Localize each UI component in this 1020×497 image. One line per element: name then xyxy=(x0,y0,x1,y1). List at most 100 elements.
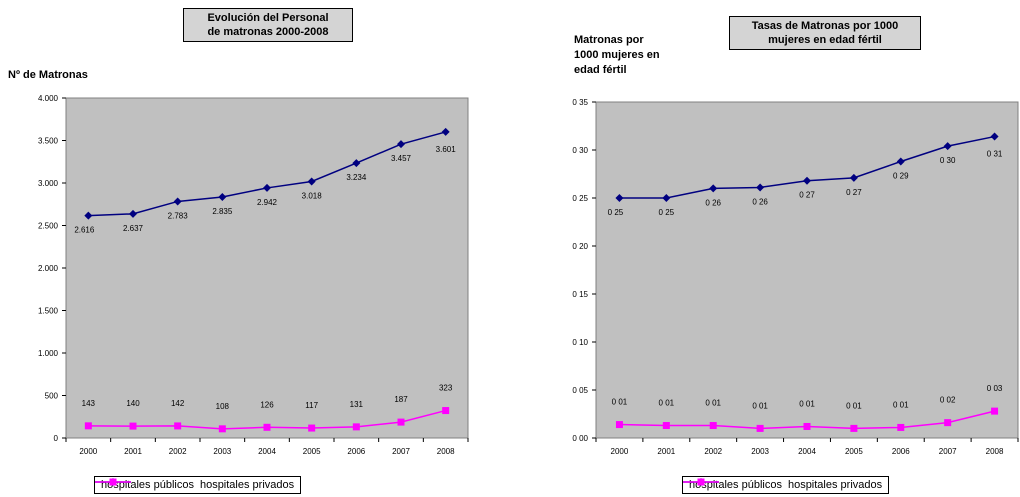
legend-line-square-icon xyxy=(95,478,131,486)
x-tick-label: 2007 xyxy=(392,447,410,456)
data-label: 143 xyxy=(82,399,96,408)
x-tick-label: 2003 xyxy=(751,447,769,456)
y-axis-label: Matronas por 1000 mujeres en edad fértil xyxy=(574,34,660,76)
data-point xyxy=(803,176,811,185)
x-tick-label: 2004 xyxy=(258,447,276,456)
x-tick-label: 2001 xyxy=(657,447,675,456)
y-tick-label: 4.000 xyxy=(38,94,59,103)
data-point xyxy=(397,418,405,426)
data-point xyxy=(218,425,226,433)
data-label: 3.234 xyxy=(346,173,367,182)
y-tick-label: 1.500 xyxy=(38,307,59,316)
data-label: 0 01 xyxy=(705,399,721,408)
x-tick-label: 2008 xyxy=(437,447,455,456)
x-tick-label: 2003 xyxy=(213,447,231,456)
legend: hospitales públicos hospitales privados xyxy=(682,476,890,494)
data-label: 0 01 xyxy=(799,399,815,408)
data-label: 2.783 xyxy=(168,211,189,220)
data-label: 0 29 xyxy=(893,172,909,181)
data-point xyxy=(756,183,765,192)
chart-personal-matronas: Evolución del Personal de matronas 2000-… xyxy=(8,8,469,494)
data-label: 140 xyxy=(126,399,140,408)
data-point xyxy=(174,422,182,430)
y-tick-label: 0 xyxy=(54,434,59,443)
data-label: 3.457 xyxy=(391,154,412,163)
y-tick-label: 3.000 xyxy=(38,179,59,188)
y-tick-label: 0 30 xyxy=(572,146,588,155)
data-label: 142 xyxy=(171,399,185,408)
data-point xyxy=(129,422,137,430)
data-point xyxy=(944,419,952,427)
y-tick-label: 2.500 xyxy=(38,222,59,231)
data-label: 126 xyxy=(260,400,274,409)
data-point xyxy=(850,424,858,432)
x-tick-label: 2006 xyxy=(347,447,365,456)
x-tick-label: 2005 xyxy=(303,447,321,456)
legend-label: hospitales privados xyxy=(787,479,883,491)
y-tick-label: 0 10 xyxy=(572,338,588,347)
data-point xyxy=(943,142,952,151)
y-tick-label: 1.000 xyxy=(38,349,59,358)
data-point xyxy=(897,423,905,431)
data-point xyxy=(263,183,271,192)
data-label: 131 xyxy=(350,400,364,409)
data-point xyxy=(849,173,858,182)
data-point xyxy=(896,157,905,166)
data-point xyxy=(84,211,93,220)
data-label: 0 01 xyxy=(893,400,909,409)
chart-tasas-matronas: Tasas de Matronas por 1000 mujeres en ed… xyxy=(510,0,1020,497)
x-tick-label: 2006 xyxy=(892,447,910,456)
data-label: 0 25 xyxy=(659,208,675,217)
data-label: 2.616 xyxy=(74,226,95,235)
data-point xyxy=(352,159,361,168)
data-label: 0 01 xyxy=(752,401,768,410)
data-point xyxy=(308,424,316,432)
y-tick-label: 0 15 xyxy=(572,290,588,299)
data-point xyxy=(84,422,92,430)
data-label: 0 01 xyxy=(846,401,862,410)
plot-area: 0 500 1.000 1.500 2.000 2.500 3.000 3.500 4.000 2… xyxy=(38,94,469,456)
data-label: 0 26 xyxy=(705,198,721,207)
legend-line-square-icon xyxy=(683,478,719,486)
data-label: 117 xyxy=(305,401,318,410)
data-point xyxy=(173,197,182,206)
x-tick-label: 2004 xyxy=(798,447,816,456)
chart-title: Tasas de Matronas por 1000 mujeres en ed… xyxy=(729,16,921,50)
data-point xyxy=(442,407,450,415)
data-label: 0 30 xyxy=(940,156,956,165)
x-tick-label: 2000 xyxy=(611,447,629,456)
data-point xyxy=(352,423,360,431)
data-point xyxy=(441,127,450,136)
data-label: 0 27 xyxy=(799,191,815,200)
data-label: 0 31 xyxy=(987,150,1003,159)
data-label: 0 25 xyxy=(608,208,624,217)
x-tick-label: 2002 xyxy=(704,447,722,456)
data-point xyxy=(397,140,405,149)
data-label: 108 xyxy=(216,402,230,411)
data-label: 2.942 xyxy=(257,198,278,207)
data-label: 0 02 xyxy=(940,396,956,405)
x-tick-label: 2000 xyxy=(79,447,97,456)
y-tick-label: 0 35 xyxy=(572,98,588,107)
data-label: 187 xyxy=(394,395,408,404)
data-label: 3.601 xyxy=(436,145,457,154)
data-point xyxy=(709,184,718,193)
x-tick-label: 2001 xyxy=(124,447,142,456)
y-tick-label: 2.000 xyxy=(38,264,59,273)
data-point xyxy=(615,194,624,202)
data-label: 3.018 xyxy=(302,191,323,200)
x-tick-label: 2002 xyxy=(169,447,187,456)
data-point xyxy=(129,209,137,218)
y-tick-label: 0 25 xyxy=(572,194,588,203)
data-point xyxy=(756,424,764,432)
y-tick-label: 500 xyxy=(45,392,59,401)
data-label: 0 26 xyxy=(752,197,768,206)
data-point xyxy=(709,422,717,430)
data-point xyxy=(263,423,271,431)
data-label: 0 03 xyxy=(987,384,1003,393)
data-point xyxy=(615,421,623,429)
data-point xyxy=(990,132,999,141)
legend-label: hospitales privados xyxy=(199,479,295,491)
plot-area: 0 00 0 05 0 10 0 15 0 20 0 25 0 30 0 35 2000 2001… xyxy=(572,98,1019,456)
data-point xyxy=(662,422,670,430)
